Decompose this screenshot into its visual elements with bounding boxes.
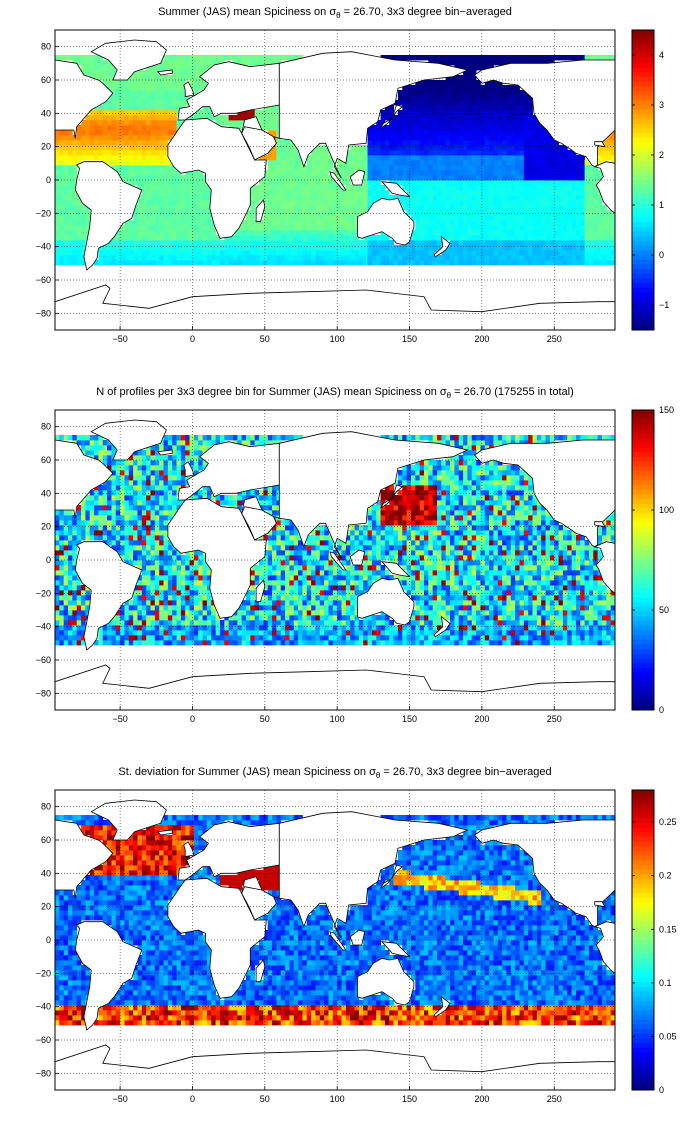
y-tick-label: −80 bbox=[36, 308, 51, 318]
data-bins bbox=[55, 435, 615, 646]
y-tick-label: 40 bbox=[41, 488, 51, 498]
colorbar-tick-label: 0 bbox=[659, 250, 664, 260]
data-bins bbox=[55, 815, 615, 1026]
x-tick-label: 0 bbox=[190, 1094, 195, 1104]
y-tick-label: 60 bbox=[41, 75, 51, 85]
map-profile-count: −50 0 50 100 150 200 250806040200−20−40−60−801… bbox=[36, 405, 674, 724]
panel-spiciness-std: St. deviation for Summer (JAS) mean Spic… bbox=[0, 760, 696, 1140]
x-tick-label: 250 bbox=[547, 334, 562, 344]
x-tick-label: 200 bbox=[474, 1094, 489, 1104]
y-tick-label: 60 bbox=[41, 835, 51, 845]
x-tick-label: 50 bbox=[260, 1094, 270, 1104]
map-spiciness-mean: −50 0 50 100 150 200 250806040200−20−40−60−804… bbox=[36, 29, 669, 344]
coastlines bbox=[55, 39, 615, 330]
colorbar: 0.25 0.2 0.15 0.1 0.05 0 bbox=[631, 789, 677, 1095]
colorbar-tick-label: 0 bbox=[659, 1085, 664, 1095]
y-tick-label: 20 bbox=[41, 142, 51, 152]
y-tick-label: −60 bbox=[36, 275, 51, 285]
panel-title: St. deviation for Summer (JAS) mean Spic… bbox=[118, 766, 552, 781]
x-tick-label: 100 bbox=[330, 334, 345, 344]
colorbar-tick-label: 3 bbox=[659, 100, 664, 110]
colorbar-tick-label: 1 bbox=[659, 200, 664, 210]
x-tick-label: −50 bbox=[112, 714, 127, 724]
colorbar-tick-label: 100 bbox=[659, 505, 674, 515]
y-tick-label: 0 bbox=[46, 175, 51, 185]
x-tick-label: 0 bbox=[190, 334, 195, 344]
x-tick-label: 100 bbox=[330, 1094, 345, 1104]
x-tick-label: 250 bbox=[547, 714, 562, 724]
y-tick-label: −40 bbox=[36, 1002, 51, 1012]
y-tick-label: 0 bbox=[46, 935, 51, 945]
colorbar-tick-label: 0.2 bbox=[659, 871, 672, 881]
colorbar-tick-label: −1 bbox=[659, 300, 669, 310]
colorbar-tick-label: 0.05 bbox=[659, 1031, 677, 1041]
y-tick-label: 80 bbox=[41, 42, 51, 52]
x-tick-label: −50 bbox=[112, 1094, 127, 1104]
x-tick-label: 100 bbox=[330, 714, 345, 724]
y-tick-label: −60 bbox=[36, 1035, 51, 1045]
y-tick-label: 40 bbox=[41, 108, 51, 118]
panel-profile-count: N of profiles per 3x3 degree bin for Sum… bbox=[0, 380, 696, 760]
colorbar-tick-label: 0.15 bbox=[659, 924, 677, 934]
colorbar-tick-label: 150 bbox=[659, 405, 674, 415]
y-tick-label: 60 bbox=[41, 455, 51, 465]
y-tick-label: 40 bbox=[41, 868, 51, 878]
panel-title: Summer (JAS) mean Spiciness on σθ = 26.7… bbox=[158, 6, 512, 21]
colorbar-tick-label: 2 bbox=[659, 150, 664, 160]
y-tick-label: 80 bbox=[41, 802, 51, 812]
x-tick-label: 50 bbox=[260, 714, 270, 724]
axes-frame bbox=[54, 409, 616, 711]
colorbar-tick-label: 50 bbox=[659, 605, 669, 615]
y-tick-label: −40 bbox=[36, 242, 51, 252]
x-tick-label: 50 bbox=[260, 334, 270, 344]
x-tick-label: 150 bbox=[402, 714, 417, 724]
x-tick-label: 150 bbox=[402, 334, 417, 344]
panel-title: N of profiles per 3x3 degree bin for Sum… bbox=[96, 386, 574, 401]
y-tick-label: −20 bbox=[36, 208, 51, 218]
colorbar: 150 100 50 0 bbox=[631, 405, 674, 715]
x-tick-label: 150 bbox=[402, 1094, 417, 1104]
colorbar-tick-label: 4 bbox=[659, 50, 664, 60]
y-tick-label: 80 bbox=[41, 422, 51, 432]
x-tick-label: 250 bbox=[547, 1094, 562, 1104]
map-spiciness-std: −50 0 50 100 150 200 250806040200−20−40−60−800… bbox=[36, 789, 677, 1104]
y-tick-label: −20 bbox=[36, 968, 51, 978]
x-tick-label: 200 bbox=[474, 334, 489, 344]
y-tick-label: −20 bbox=[36, 588, 51, 598]
panel-spiciness-mean: Summer (JAS) mean Spiciness on σθ = 26.7… bbox=[0, 0, 696, 380]
colorbar-tick-label: 0 bbox=[659, 705, 664, 715]
data-bins bbox=[55, 55, 615, 266]
x-tick-label: 0 bbox=[190, 714, 195, 724]
y-tick-label: −40 bbox=[36, 622, 51, 632]
y-tick-label: 20 bbox=[41, 522, 51, 532]
y-tick-label: −80 bbox=[36, 688, 51, 698]
colorbar-tick-label: 0.1 bbox=[659, 978, 672, 988]
y-tick-label: 20 bbox=[41, 902, 51, 912]
axes-frame bbox=[54, 29, 616, 331]
colorbar: 4 3 2 1 0 −1 bbox=[631, 29, 669, 331]
x-tick-label: 200 bbox=[474, 714, 489, 724]
x-tick-label: −50 bbox=[112, 334, 127, 344]
axes-frame bbox=[54, 789, 616, 1091]
y-tick-label: 0 bbox=[46, 555, 51, 565]
colorbar-tick-label: 0.25 bbox=[659, 817, 677, 827]
y-tick-label: −80 bbox=[36, 1068, 51, 1078]
y-tick-label: −60 bbox=[36, 655, 51, 665]
coastlines bbox=[55, 799, 615, 1090]
